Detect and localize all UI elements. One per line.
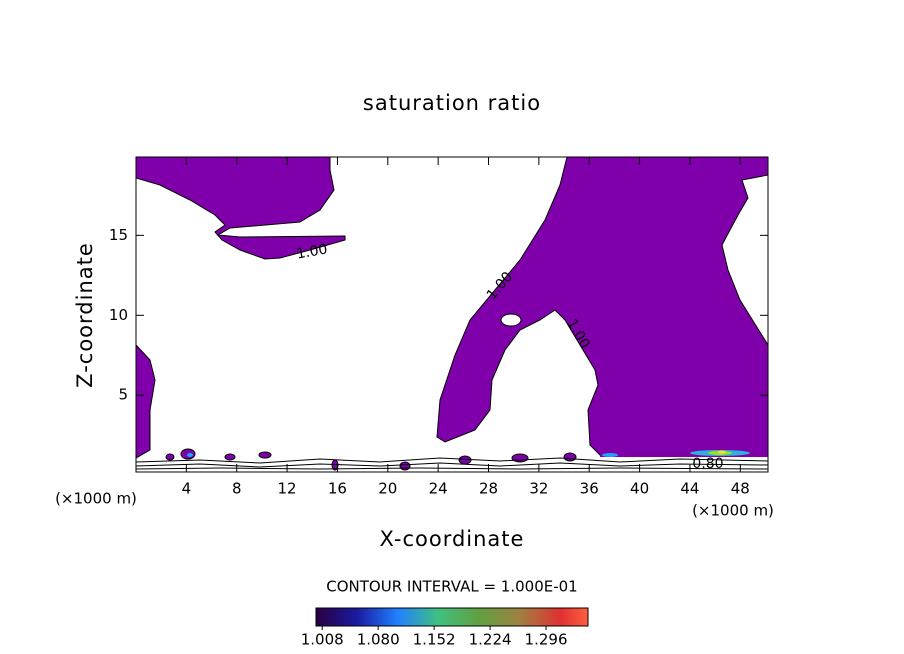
x-tick-label: 48 [731,480,750,498]
x-tick-label: 20 [378,480,397,498]
colorbar-tick-label: 1.080 [357,631,400,649]
colorbar-tick-label: 1.296 [525,631,568,649]
x-tick-label: 24 [429,480,448,498]
contour-label: 0.80 [692,456,723,472]
colorbar-tick-label: 1.152 [413,631,456,649]
x-tick-label: 28 [479,480,498,498]
x-tick-label: 40 [630,480,649,498]
x-tick-label: 36 [580,480,599,498]
colorbar-tick-label: 1.008 [301,631,344,649]
colorbar-tick-label: 1.224 [469,631,512,649]
colorbar [315,607,589,627]
x-tick-label: 4 [182,480,192,498]
x-unit-label: (×1000 m) [55,490,137,508]
contour-label: 1.00 [295,241,328,262]
plot-frame [135,156,769,473]
contour-interval: CONTOUR INTERVAL = 1.000E-01 [326,578,577,596]
y-tick-label: 10 [109,306,128,324]
chart-title: saturation ratio [363,91,541,115]
y-tick-label: 5 [118,386,128,404]
x-unit-label: (×1000 m) [692,502,774,520]
x-tick-label: 8 [232,480,242,498]
contour-fill [136,157,768,471]
x-tick-label: 16 [328,480,347,498]
x-tick-label: 12 [278,480,297,498]
x-tick-label: 32 [529,480,548,498]
x-axis-label: X-coordinate [380,527,525,551]
y-axis-label: Z-coordinate [73,242,97,388]
y-tick-label: 15 [109,226,128,244]
x-tick-label: 44 [680,480,699,498]
